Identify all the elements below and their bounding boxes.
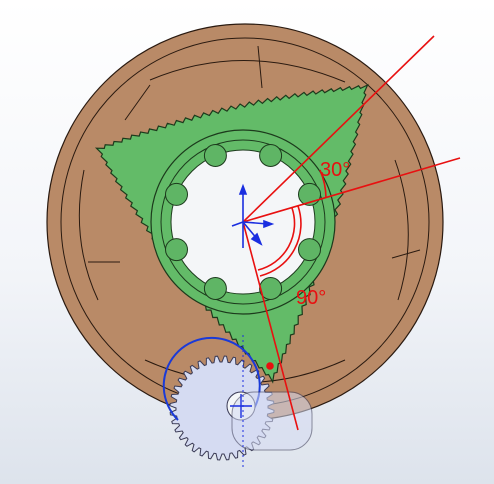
roller xyxy=(203,277,227,300)
rotor-hub-inner xyxy=(160,139,326,305)
ref-line-upper xyxy=(242,35,435,223)
angle-label-90: 90° xyxy=(296,287,326,309)
pinion-triad-icon xyxy=(230,394,252,418)
arc-90-a xyxy=(257,207,296,271)
roller xyxy=(203,144,227,167)
pinion-selected-edge xyxy=(162,336,261,421)
angle-annotations xyxy=(242,35,461,431)
pinion-hub xyxy=(231,391,313,451)
ref-line-right xyxy=(242,157,461,223)
roller xyxy=(259,277,283,300)
red-marker xyxy=(266,362,274,370)
roller xyxy=(298,182,321,206)
arc-90-b xyxy=(259,205,302,277)
roller xyxy=(165,182,188,206)
angle-label-30: 30° xyxy=(320,159,350,181)
rotor-rollers xyxy=(165,144,321,300)
ref-line-down xyxy=(242,221,299,431)
roller xyxy=(259,144,283,167)
origin-triad-icon[interactable] xyxy=(231,183,275,248)
arc-30 xyxy=(319,169,327,199)
roller xyxy=(165,238,188,262)
roller xyxy=(298,238,321,262)
